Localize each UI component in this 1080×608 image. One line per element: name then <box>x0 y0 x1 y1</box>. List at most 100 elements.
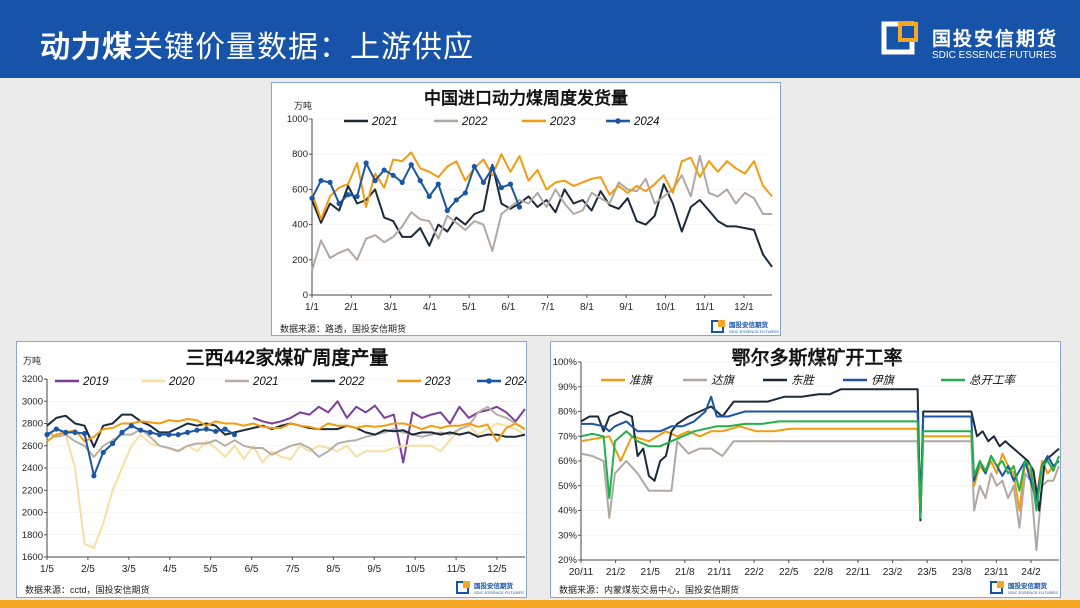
x-tick-label: 5/5 <box>204 564 218 575</box>
series-point-2024 <box>231 432 238 438</box>
y-tick-label: 80% <box>558 407 578 418</box>
mini-logo-text-cn: 国投安信期货 <box>1008 581 1048 590</box>
x-tick-label: 12/1 <box>734 302 754 313</box>
y-tick-label: 3200 <box>22 374 43 385</box>
mini-logo-text-en: SDIC ESSENCE FUTURES <box>729 329 779 334</box>
x-tick-label: 3/5 <box>122 564 136 575</box>
series-point-2024 <box>336 200 342 207</box>
series-point-2024 <box>175 432 181 438</box>
x-tick-label: 23/8 <box>952 567 972 578</box>
chart-sanxi-output: 三西442家煤矿周度产量 万吨 1600 1800 2000 2200 2400 2600 28… <box>22 346 531 595</box>
mini-logo-text-cn: 国投安信期货 <box>729 320 769 329</box>
x-tick-label: 4/1 <box>423 302 437 313</box>
mini-logo-accent-icon <box>718 320 725 327</box>
series-point-2024 <box>100 449 106 456</box>
legend-label: 2021 <box>371 116 398 128</box>
mini-logo-accent-icon <box>463 581 470 588</box>
series-line-2020 <box>46 422 526 550</box>
logo-mark-icon <box>881 21 918 55</box>
series-point-2024 <box>462 190 468 196</box>
x-tick-label: 20/11 <box>569 567 594 578</box>
series-point-2024 <box>327 179 333 185</box>
legend-label: 2022 <box>338 376 365 388</box>
legend-marker-2024 <box>615 118 621 124</box>
legend-label: 达旗 <box>711 374 735 387</box>
x-tick-label: 9/1 <box>619 302 633 313</box>
series-point-2024 <box>91 473 97 479</box>
series-point-2024 <box>156 432 163 438</box>
y-tick-label: 20% <box>558 555 578 566</box>
series-line-总开工率 <box>580 420 1060 519</box>
y-tick-label: 90% <box>558 382 578 393</box>
series-point-2024 <box>203 426 209 432</box>
legend-label: 2019 <box>82 376 109 388</box>
y-tick-label: 1000 <box>287 114 308 125</box>
chart-title: 中国进口动力煤周度发货量 <box>424 88 628 108</box>
y-tick-label: 1800 <box>22 530 43 541</box>
series-point-2024 <box>480 179 486 185</box>
x-tick-label: 8/5 <box>326 564 340 575</box>
x-tick-label: 21/2 <box>606 567 626 578</box>
legend-label: 准旗 <box>629 374 653 387</box>
x-tick-label: 7/1 <box>541 302 555 313</box>
y-axis-unit-label: 万吨 <box>294 100 312 111</box>
series-point-2024 <box>166 432 172 438</box>
x-tick-label: 1/1 <box>305 302 319 313</box>
y-tick-label: 2800 <box>22 419 43 430</box>
chart-panel-import-shipments: 中国进口动力煤周度发货量 万吨 0 200 400 600 800 1000 1/1 2/1 3/1… <box>271 82 781 336</box>
y-tick-label: 0 <box>303 290 308 301</box>
series-point-2024 <box>381 167 387 173</box>
y-tick-label: 2600 <box>22 441 43 452</box>
series-point-2024 <box>471 163 477 170</box>
series-point-2024 <box>507 181 514 187</box>
x-tick-label: 11/5 <box>447 564 466 575</box>
company-logo: 国投安信期货 SDIC ESSENCE FUTURES <box>880 18 1080 66</box>
chart-title: 三西442家煤矿周度产量 <box>186 346 389 369</box>
chart-panel-sanxi-output: 三西442家煤矿周度产量 万吨 1600 1800 2000 2200 2400 2600 28… <box>16 341 531 598</box>
series-line-2021 <box>311 163 773 268</box>
series-point-2024 <box>354 193 360 200</box>
x-tick-label: 4/5 <box>163 564 177 575</box>
series-point-2024 <box>498 185 505 191</box>
series-point-2024 <box>444 207 450 214</box>
x-tick-label: 24/2 <box>1021 567 1041 578</box>
series-point-2024 <box>222 426 228 432</box>
series-point-2024 <box>399 179 405 185</box>
page-title-rest: 关键价量数据：上游供应 <box>133 31 474 64</box>
series-point-2024 <box>213 428 219 434</box>
series-line-2022 <box>46 413 526 448</box>
x-tick-label: 7/5 <box>286 564 300 575</box>
mini-logo-text-en: SDIC ESSENCE FUTURES <box>1008 590 1058 595</box>
series-point-2024 <box>372 178 378 184</box>
x-tick-label: 22/5 <box>779 567 799 578</box>
page-title: 动力煤关键价量数据：上游供应 <box>40 22 474 66</box>
series-line-2023 <box>46 418 526 443</box>
series-point-2024 <box>81 430 88 437</box>
series-point-2024 <box>309 195 315 201</box>
series-line-准旗 <box>580 425 1060 522</box>
x-tick-label: 12/5 <box>487 564 507 575</box>
mini-logo-accent-icon <box>997 581 1004 588</box>
y-tick-label: 3000 <box>22 396 43 407</box>
logo-text-cn: 国投安信期货 <box>932 29 1059 50</box>
header-bar: 动力煤关键价量数据：上游供应 国投安信期货 SDIC ESSENCE FUTUR… <box>0 0 1080 78</box>
series-point-2024 <box>489 165 495 171</box>
x-tick-label: 10/1 <box>656 302 676 313</box>
y-tick-label: 400 <box>292 220 308 231</box>
x-tick-label: 6/1 <box>501 302 515 313</box>
series-line-达旗 <box>580 440 1060 552</box>
legend-label: 东胜 <box>791 374 815 387</box>
series-point-2024 <box>363 160 369 166</box>
x-tick-label: 23/11 <box>984 567 1009 578</box>
series-line-伊旗 <box>581 395 1060 517</box>
series-point-2024 <box>390 172 396 178</box>
page-title-bold: 动力煤 <box>40 31 133 64</box>
legend-label: 总开工率 <box>969 374 1016 387</box>
y-tick-label: 70% <box>558 431 578 442</box>
x-tick-label: 2/1 <box>344 302 358 313</box>
x-tick-label: 9/5 <box>367 564 381 575</box>
y-tick-label: 50% <box>558 481 578 492</box>
y-tick-label: 40% <box>558 506 578 517</box>
y-tick-label: 60% <box>558 456 578 467</box>
